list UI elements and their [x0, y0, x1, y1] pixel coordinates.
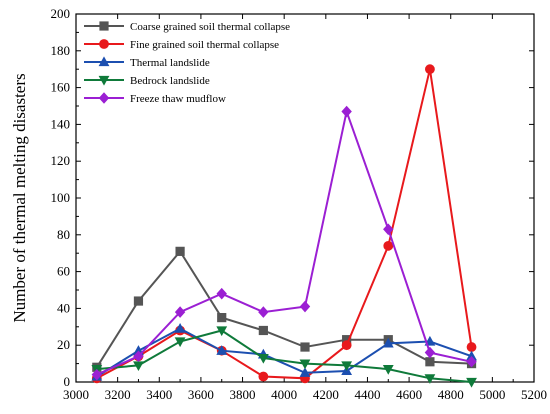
- data-point: [133, 296, 144, 306]
- series-line: [96, 329, 472, 383]
- y-axis: 0 20 40 60 80 100 120 140 160 180 200: [51, 6, 534, 389]
- x-tick-label: 4000: [271, 387, 297, 402]
- y-axis-label: Number of thermal melting disasters: [10, 73, 29, 322]
- data-point: [174, 337, 186, 348]
- data-point: [91, 368, 103, 381]
- x-tick-label: 3000: [63, 387, 89, 402]
- y-tick-label: 140: [51, 116, 71, 131]
- series-3: [91, 323, 477, 381]
- data-point: [466, 350, 477, 361]
- data-point: [216, 326, 228, 337]
- y-tick-label: 40: [57, 300, 70, 315]
- data-point: [341, 361, 353, 372]
- y-tick-label: 20: [57, 337, 70, 352]
- series-line: [96, 327, 472, 378]
- data-point: [217, 313, 227, 323]
- x-axis: 3000 3200 3400 3600 3800 4000 4200 4400 4600 4800…: [63, 14, 547, 402]
- legend-label: Thermal landslide: [130, 57, 210, 69]
- data-point: [174, 306, 186, 318]
- data-point: [383, 240, 394, 251]
- x-tick-label: 4600: [396, 387, 422, 402]
- plot-border: [75, 13, 535, 383]
- data-point: [258, 371, 269, 382]
- y-tick-label: 80: [57, 227, 70, 242]
- data-point: [466, 355, 477, 368]
- legend-marker: [98, 75, 110, 86]
- data-point: [133, 361, 144, 372]
- data-point: [299, 300, 311, 313]
- data-point: [382, 337, 394, 348]
- legend-marker: [98, 92, 110, 104]
- legend: Coarse grained soil thermal collapse Fine…: [84, 21, 290, 105]
- y-tick-label: 200: [51, 6, 71, 21]
- y-tick-label: 180: [51, 43, 71, 58]
- data-point: [174, 323, 186, 333]
- y-tick-label: 0: [64, 374, 71, 389]
- data-point: [258, 325, 268, 336]
- x-tick-label: 3200: [105, 387, 131, 402]
- legend-marker: [98, 56, 110, 67]
- series-4: [91, 326, 477, 388]
- legend-label: Fine grained soil thermal collapse: [130, 39, 279, 51]
- plot-frame: [75, 13, 535, 383]
- data-point: [258, 306, 269, 318]
- series-line: [96, 107, 472, 376]
- data-point: [216, 345, 228, 355]
- x-tick-label: 4400: [354, 387, 380, 402]
- data-point: [341, 105, 352, 118]
- x-tick-label: 5200: [521, 387, 547, 402]
- data-point: [466, 342, 477, 352]
- x-tick-label: 3800: [230, 387, 256, 402]
- data-point: [466, 377, 477, 388]
- data-point: [382, 365, 394, 375]
- data-point: [133, 350, 144, 363]
- y-tick-label: 60: [57, 264, 70, 279]
- data-point: [299, 359, 311, 370]
- series-5: [91, 105, 477, 381]
- data-point: [300, 342, 310, 352]
- legend-label: Coarse grained soil thermal collapse: [130, 21, 290, 33]
- y-tick-label: 160: [51, 80, 71, 95]
- series-line: [95, 249, 472, 368]
- data-point: [424, 346, 436, 359]
- x-tick-label: 4800: [438, 387, 464, 402]
- data-point: [175, 246, 185, 256]
- y-tick-label: 100: [51, 190, 71, 205]
- data-point: [424, 374, 436, 384]
- legend-label: Bedrock landslide: [130, 75, 210, 87]
- legend-marker: [99, 21, 109, 31]
- data-point: [299, 367, 311, 377]
- series-2: [91, 64, 477, 384]
- x-tick-label: 4200: [313, 387, 339, 402]
- data-point: [425, 64, 435, 75]
- data-point: [257, 353, 269, 364]
- data-point: [342, 335, 352, 345]
- series-layer: [91, 64, 477, 388]
- data-point: [216, 287, 227, 300]
- data-point: [341, 340, 352, 351]
- legend-marker: [99, 39, 109, 49]
- data-point: [425, 357, 435, 367]
- legend-label: Freeze thaw mudflow: [130, 93, 226, 105]
- x-tick-label: 5000: [479, 387, 505, 402]
- data-point: [383, 223, 394, 236]
- y-tick-label: 120: [51, 153, 71, 168]
- x-tick-label: 3400: [146, 387, 172, 402]
- series-line: [96, 68, 473, 380]
- x-tick-label: 3600: [188, 387, 214, 402]
